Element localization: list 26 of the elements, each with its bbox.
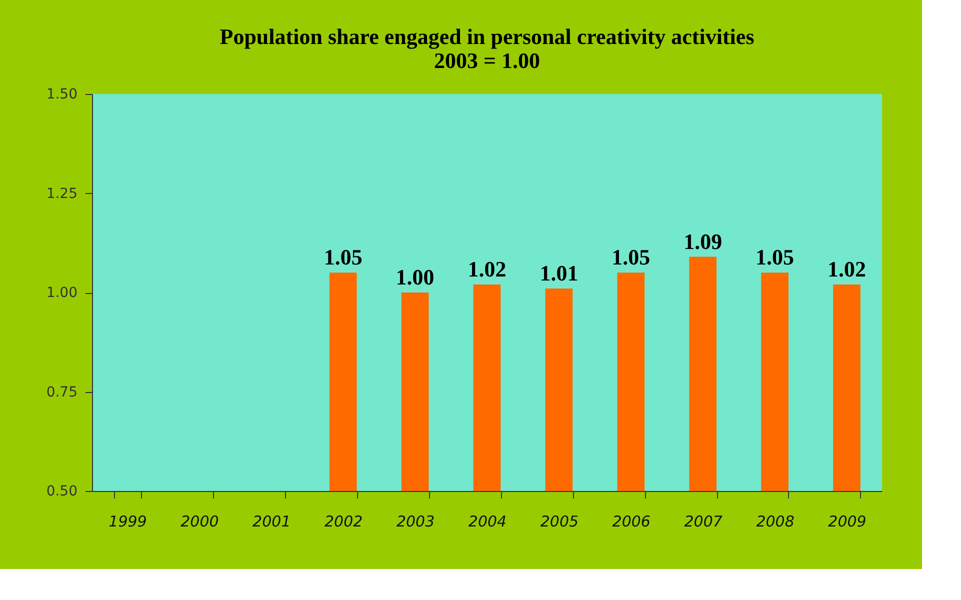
x-tick-label: 2004: [468, 512, 507, 530]
x-tick-label: 2008: [756, 512, 794, 530]
y-tick-label: 1.50: [46, 86, 78, 102]
data-label: 1.05: [612, 244, 650, 270]
y-tick-label: 0.75: [46, 384, 78, 400]
x-tick-label: 1999: [108, 512, 147, 530]
chart-title: Population share engaged in personal creativity activities: [220, 24, 755, 49]
data-label: 1.01: [540, 260, 578, 286]
x-tick-label: 2009: [828, 512, 866, 530]
data-label: 1.05: [756, 244, 794, 270]
data-label: 1.05: [324, 244, 362, 270]
y-tick-label: 1.25: [46, 186, 78, 202]
data-label: 1.09: [684, 228, 722, 254]
x-tick-label: 2005: [540, 512, 579, 530]
y-tick-label: 1.00: [46, 285, 78, 301]
data-label: 1.00: [396, 264, 434, 290]
x-tick-label: 2001: [252, 512, 291, 530]
data-label: 1.02: [468, 256, 506, 282]
x-tick-label: 2000: [180, 512, 219, 530]
chart-subtitle: 2003 = 1.00: [434, 48, 540, 73]
x-tick-label: 2006: [612, 512, 650, 530]
data-label: 1.02: [827, 256, 866, 282]
x-tick-label: 2007: [684, 512, 723, 530]
x-tick-label: 2002: [324, 512, 363, 530]
y-tick-label: 0.50: [46, 484, 78, 500]
x-tick-label: 2003: [396, 512, 435, 530]
